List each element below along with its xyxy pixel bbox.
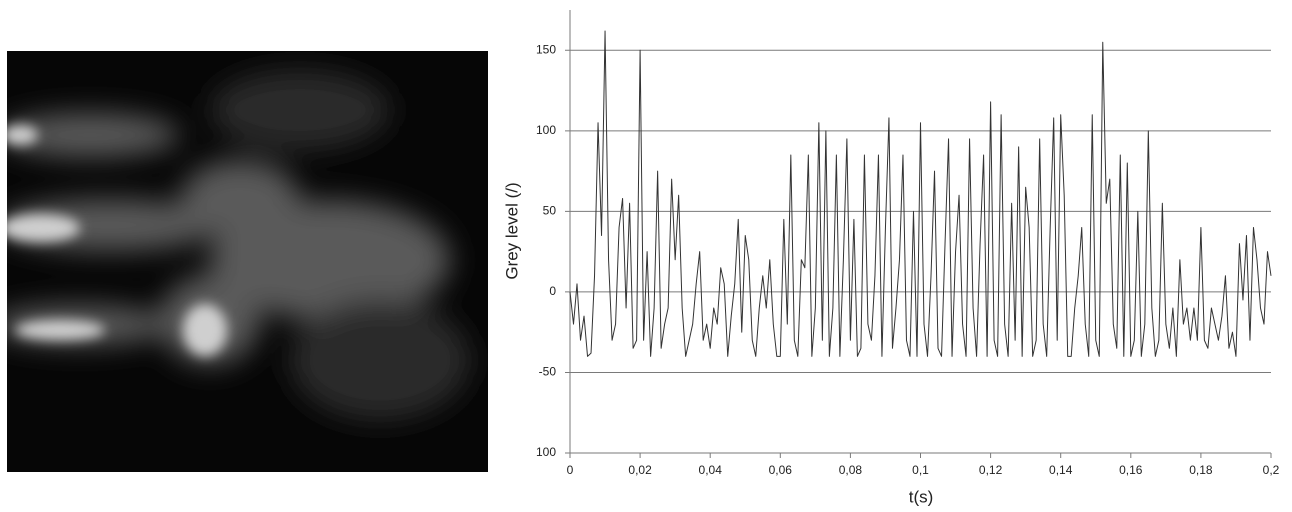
x-tick-label: 0,06 <box>769 463 793 477</box>
y-tick-label: 100 <box>536 445 556 459</box>
y-tick-label: -50 <box>539 365 557 379</box>
x-tick-label: 0,08 <box>839 463 863 477</box>
y-tick-label: 150 <box>536 42 556 56</box>
x-axis-title: t(s) <box>909 487 934 506</box>
chart: Grey level (/) t(s) 100 -50 0 50 100 150 0 0,02… <box>502 10 1280 506</box>
y-tick-label: 50 <box>543 204 557 218</box>
x-tick-label: 0,02 <box>628 463 652 477</box>
x-tick-label: 0,16 <box>1119 463 1143 477</box>
x-tick-label: 0,1 <box>912 463 929 477</box>
x-tick-label: 0,04 <box>699 463 723 477</box>
y-tick-label: 100 <box>536 123 556 137</box>
y-tick-label: 0 <box>549 284 556 298</box>
x-tick-label: 0,12 <box>979 463 1003 477</box>
x-tick-label: 0,14 <box>1049 463 1073 477</box>
x-tick-label: 0,18 <box>1189 463 1213 477</box>
x-tick-label: 0 <box>567 463 574 477</box>
x-tick-label: 0,2 <box>1263 463 1280 477</box>
y-axis-title: Grey level (/) <box>502 182 521 279</box>
smoke-image <box>7 51 488 472</box>
data-line <box>569 30 1272 357</box>
